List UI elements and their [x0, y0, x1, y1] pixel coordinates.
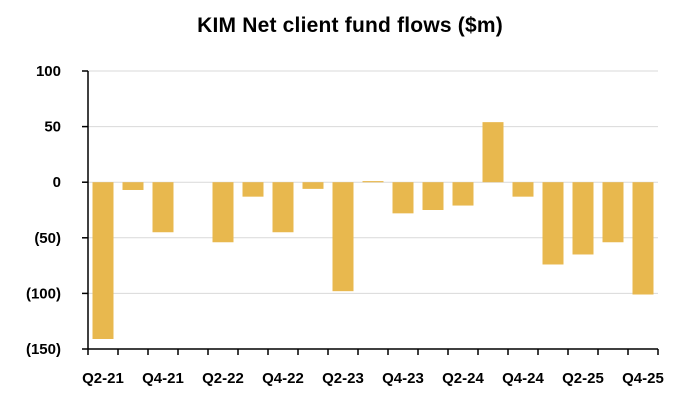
bar-Q3-24 [482, 122, 504, 183]
y-tick-label: 50 [44, 119, 61, 136]
bar-Q4-24 [512, 182, 534, 197]
y-tick-label: (100) [26, 285, 61, 302]
bar-Q1-24 [422, 182, 444, 210]
x-tick-label: Q4-24 [502, 370, 544, 387]
x-tick-label: Q4-25 [622, 370, 664, 387]
bar-Q4-21 [152, 182, 174, 233]
y-tick-label: 0 [53, 174, 61, 191]
bar-Q2-21 [92, 182, 114, 339]
x-tick-label: Q4-21 [142, 370, 184, 387]
bar-Q4-25 [632, 182, 654, 295]
bar-Q4-23 [392, 182, 414, 214]
y-tick-label: 100 [36, 63, 61, 80]
bar-Q2-22 [212, 182, 234, 243]
bar-Q3-25 [602, 182, 624, 243]
x-tick-label: Q4-22 [262, 370, 304, 387]
chart-title: KIM Net client fund flows ($m) [197, 14, 503, 37]
bar-Q1-23 [302, 182, 324, 189]
y-tick-label: (150) [26, 341, 61, 358]
x-tick-label: Q2-24 [442, 370, 484, 387]
bar-Q4-22 [272, 182, 294, 233]
bar-Q3-22 [242, 182, 264, 197]
bar-Q2-25 [572, 182, 594, 255]
x-tick-label: Q2-22 [202, 370, 244, 387]
bar-Q2-23 [332, 182, 354, 292]
bar-Q3-21 [122, 182, 144, 190]
x-tick-label: Q2-23 [322, 370, 364, 387]
x-tick-label: Q2-25 [562, 370, 604, 387]
x-tick-label: Q2-21 [82, 370, 124, 387]
bar-Q2-24 [452, 182, 474, 206]
x-tick-label: Q4-23 [382, 370, 424, 387]
bar-Q1-25 [542, 182, 564, 265]
y-tick-label: (50) [34, 230, 61, 247]
bar-Q3-23 [362, 181, 384, 183]
